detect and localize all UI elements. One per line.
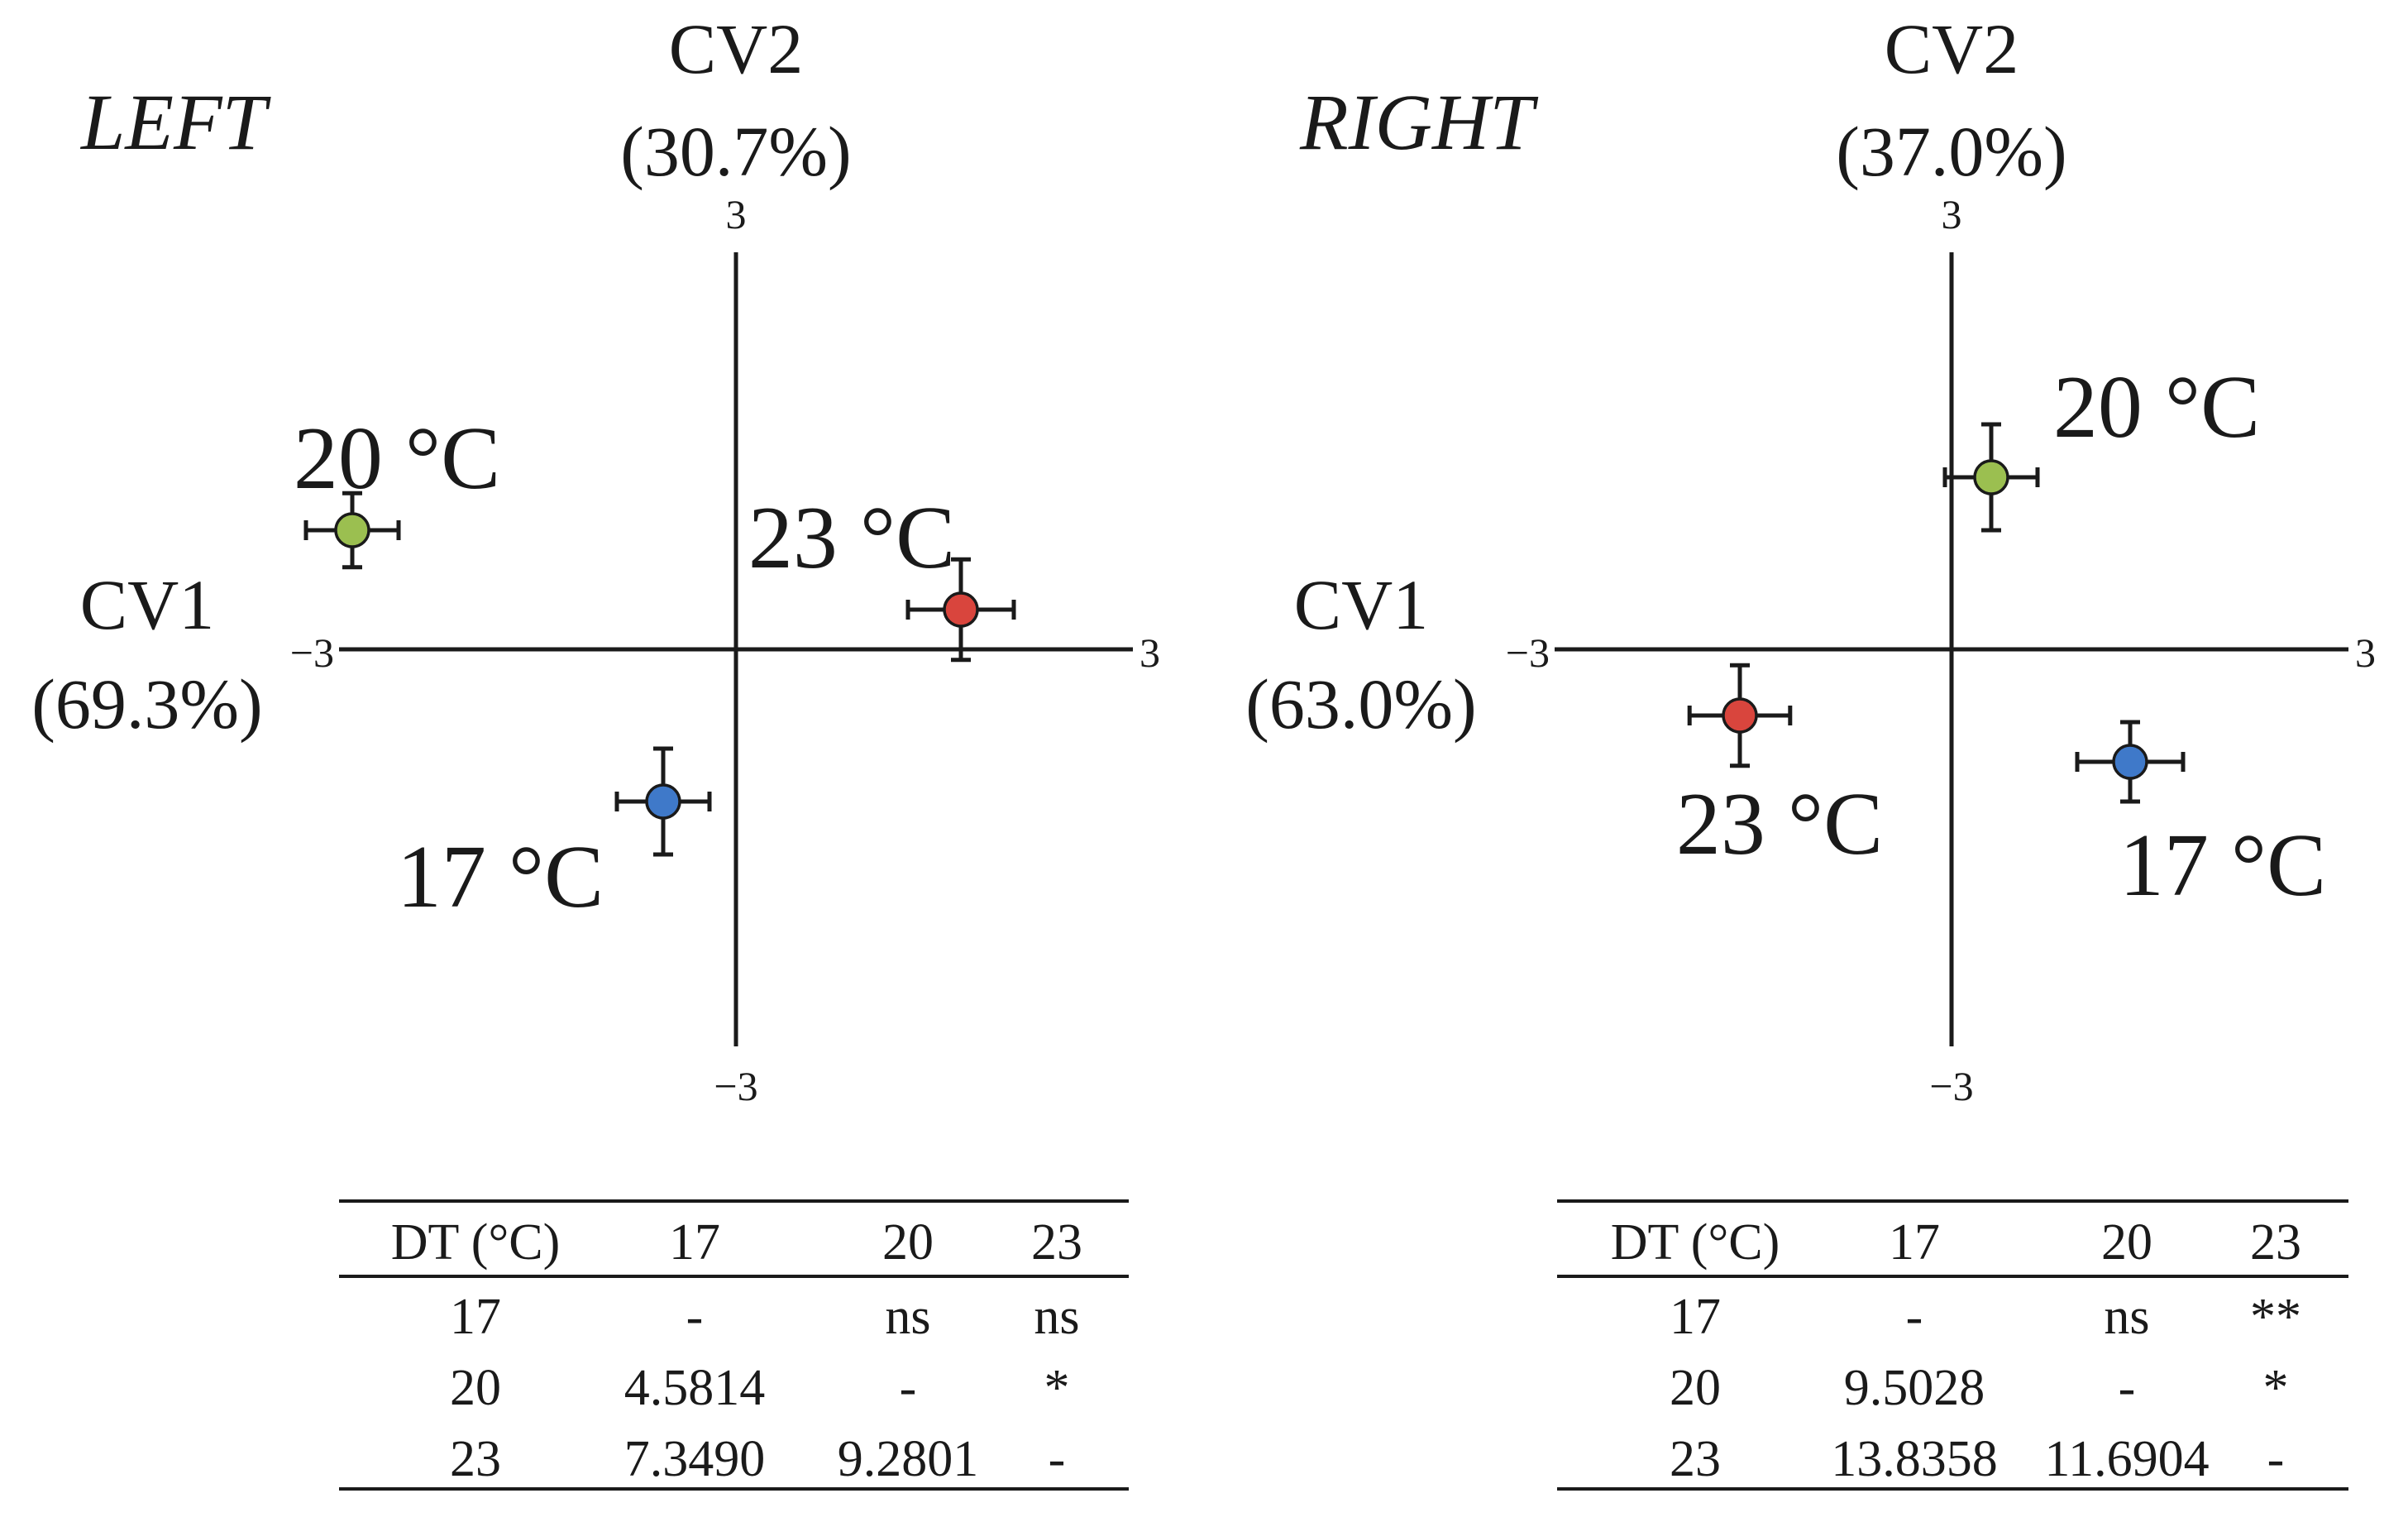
table-cell: * — [1044, 1360, 1070, 1416]
data-point-marker — [1973, 459, 2009, 495]
x-axis-percent: (63.0%) — [1245, 664, 1476, 744]
point-label-20c: 20 °C — [294, 409, 500, 508]
table-header-cell: 23 — [2250, 1214, 2301, 1271]
x-tick-max: 3 — [1140, 629, 1160, 676]
table-cell: - — [1049, 1431, 1066, 1487]
table-cell: ** — [2250, 1289, 2301, 1345]
table-header-cell: 20 — [2101, 1214, 2152, 1271]
data-point-marker — [2112, 744, 2148, 780]
data-point-marker — [334, 512, 370, 548]
table-cell: 17 — [1670, 1289, 1721, 1345]
table-cell: 23 — [1670, 1431, 1721, 1487]
table-cell: - — [2267, 1431, 2285, 1487]
table-cell: 9.2801 — [838, 1431, 979, 1487]
table-header-cell: 20 — [882, 1214, 934, 1271]
y-axis-percent: (37.0%) — [1836, 112, 2066, 191]
table-cell: 23 — [450, 1431, 501, 1487]
table-cell: ns — [885, 1289, 930, 1345]
data-points — [303, 491, 1016, 857]
panel-title: LEFT — [79, 78, 272, 166]
point-label-20c: 20 °C — [2053, 358, 2260, 457]
table-cell: ns — [2104, 1289, 2149, 1345]
table-cell: - — [686, 1289, 704, 1345]
point-label-17c: 17 °C — [397, 828, 604, 926]
y-axis-percent: (30.7%) — [620, 112, 851, 191]
table-cell: 20 — [450, 1360, 501, 1416]
y-axis-label: CV2 — [1885, 9, 2019, 89]
comparison-table: DT (°C) 17 20 23 17 - ns ns 20 4.5814 - … — [339, 1199, 1129, 1491]
panel-title: RIGHT — [1299, 78, 1539, 166]
table-cell: * — [2263, 1360, 2289, 1416]
table-cell: - — [900, 1360, 917, 1416]
x-axis-percent: (69.3%) — [31, 664, 262, 744]
table-cell: 20 — [1670, 1360, 1721, 1416]
point-label-17c: 17 °C — [2119, 816, 2326, 915]
data-point-marker — [645, 783, 681, 820]
table-cell: 9.5028 — [1844, 1360, 1985, 1416]
x-tick-min: −3 — [1506, 629, 1550, 676]
right-panel: RIGHT CV2 (37.0%) CV1 (63.0%) −3 3 3 −3 … — [1245, 9, 2376, 1491]
table-cell: 11.6904 — [2044, 1431, 2209, 1487]
data-point-marker — [1722, 697, 1758, 734]
y-tick-min: −3 — [714, 1063, 757, 1109]
table-cell: 7.3490 — [624, 1431, 766, 1487]
x-tick-min: −3 — [290, 629, 334, 676]
comparison-table: DT (°C) 17 20 23 17 - ns ** 20 9.5028 - … — [1557, 1199, 2348, 1491]
x-axis-label: CV1 — [80, 565, 214, 644]
table-header-cell: 17 — [669, 1214, 720, 1271]
table-cell: 17 — [450, 1289, 501, 1345]
table-cell: - — [1906, 1289, 1923, 1345]
y-tick-max: 3 — [1942, 191, 1962, 237]
data-point-marker — [943, 591, 979, 628]
y-tick-min: −3 — [1929, 1063, 1973, 1109]
table-header-cell: 23 — [1031, 1214, 1082, 1271]
table-header-cell: DT (°C) — [1611, 1214, 1780, 1271]
x-tick-max: 3 — [2355, 629, 2376, 676]
table-cell: - — [2119, 1360, 2136, 1416]
table-header-cell: DT (°C) — [391, 1214, 560, 1271]
point-label-23c: 23 °C — [1676, 775, 1883, 873]
table-cell: 4.5814 — [624, 1360, 766, 1416]
table-cell: 13.8358 — [1831, 1431, 1998, 1487]
y-tick-max: 3 — [726, 191, 747, 237]
left-panel: LEFT CV2 (30.7%) CV1 (69.3%) −3 3 3 −3 2… — [31, 9, 1160, 1491]
y-axis-label: CV2 — [669, 9, 803, 89]
x-axis-label: CV1 — [1294, 565, 1428, 644]
table-cell: ns — [1034, 1289, 1079, 1345]
table-header-cell: 17 — [1889, 1214, 1940, 1271]
data-points — [1687, 422, 2186, 804]
point-label-23c: 23 °C — [748, 489, 955, 587]
